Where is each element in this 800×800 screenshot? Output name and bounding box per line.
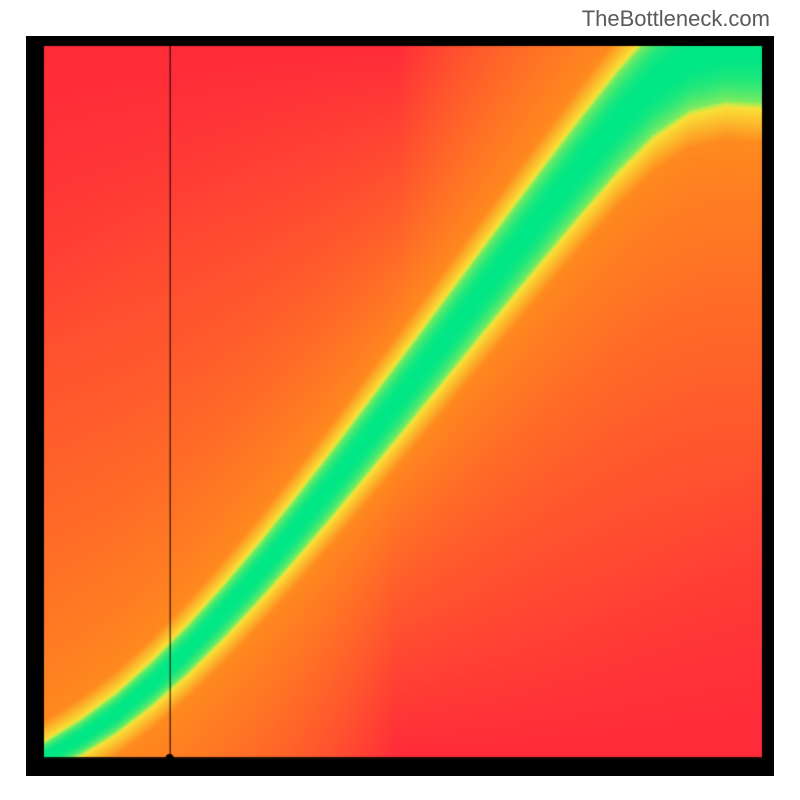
heatmap-canvas [26, 36, 774, 776]
watermark-text: TheBottleneck.com [582, 6, 770, 32]
bottleneck-heatmap [26, 36, 774, 776]
